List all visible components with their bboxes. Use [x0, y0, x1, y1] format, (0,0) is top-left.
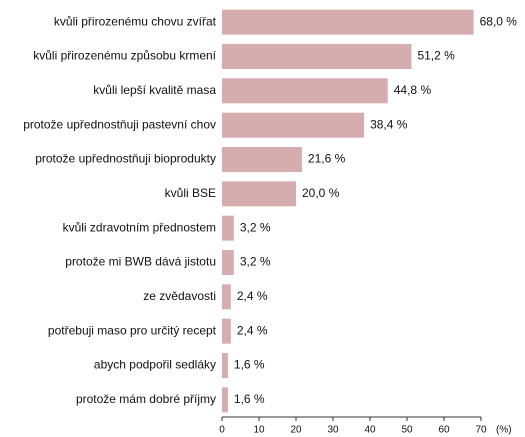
value-label: 44,8 % — [394, 83, 432, 97]
x-tick-label: 50 — [401, 425, 413, 436]
bar — [222, 147, 302, 172]
value-label: 38,4 % — [370, 117, 408, 131]
bar — [222, 215, 234, 241]
value-label: 1,6 % — [234, 392, 265, 406]
y-tick-label: kvůli přirozenému chovu zvířat — [54, 14, 217, 28]
y-tick-label: protože upřednostňuji bioprodukty — [35, 152, 216, 166]
bar — [222, 387, 228, 413]
bar — [222, 284, 231, 310]
y-tick-label: protože upřednostňuji pastevní chov — [23, 117, 216, 131]
y-tick-label: kvůli zdravotním přednostem — [63, 220, 216, 234]
y-tick-label: protože mám dobré příjmy — [76, 392, 216, 406]
x-tick-label: 20 — [290, 425, 302, 436]
x-axis-label: (%) — [496, 425, 512, 436]
value-label: 68,0 % — [480, 14, 518, 28]
bar — [222, 353, 228, 378]
value-label: 51,2 % — [417, 49, 455, 63]
bar — [222, 44, 412, 69]
y-tick-label: kvůli lepší kvalitě masa — [93, 83, 216, 97]
bar — [222, 9, 474, 35]
y-tick-label: kvůli BSE — [165, 186, 216, 200]
x-tick-label: 60 — [438, 425, 450, 436]
bar — [222, 112, 365, 138]
y-tick-label: potřebuji maso pro určitý recept — [48, 323, 217, 337]
x-tick-label: 0 — [219, 425, 225, 436]
value-label: 2,4 % — [237, 289, 268, 303]
value-label: 3,2 % — [240, 220, 271, 234]
x-tick-label: 30 — [327, 425, 339, 436]
x-tick-label: 70 — [475, 425, 487, 436]
y-tick-label: protože mi BWB dává jistotu — [65, 255, 216, 269]
bar — [222, 318, 231, 344]
value-label: 21,6 % — [308, 152, 346, 166]
bar — [222, 181, 296, 207]
value-label: 1,6 % — [234, 358, 265, 372]
x-tick-label: 40 — [364, 425, 376, 436]
y-tick-label: kvůli přirozenému způsobu krmení — [33, 49, 216, 63]
value-label: 2,4 % — [237, 323, 268, 337]
value-label: 3,2 % — [240, 255, 271, 269]
bar — [222, 250, 234, 275]
y-tick-label: ze zvědavosti — [143, 289, 216, 303]
y-tick-label: abych podpořil sedláky — [94, 358, 216, 372]
x-tick-label: 10 — [253, 425, 265, 436]
value-label: 20,0 % — [302, 186, 340, 200]
bar — [222, 78, 388, 104]
